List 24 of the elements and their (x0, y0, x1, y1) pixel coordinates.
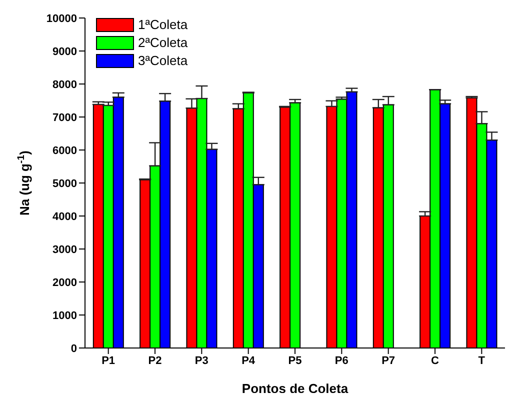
x-tick-label: C (431, 354, 440, 367)
y-tick-label: 5000 (52, 178, 77, 190)
x-tick-label: P1 (102, 354, 116, 367)
y-tick-label: 10000 (46, 12, 77, 25)
legend-label: 2ªColeta (138, 34, 188, 52)
y-tick-label: 6000 (52, 144, 77, 157)
x-tick-label: T (478, 354, 486, 367)
y-tick-label: 0 (70, 342, 77, 355)
x-tick-label: P3 (194, 354, 208, 367)
x-tick-label: P7 (382, 354, 396, 367)
legend-label: 1ªColeta (138, 16, 188, 34)
x-tick-label: P5 (288, 354, 302, 367)
y-tick-label: 8000 (52, 78, 77, 91)
x-tick-label: P2 (148, 354, 162, 367)
y-tick-label: 3000 (52, 244, 77, 256)
legend-label: 3ªColeta (138, 52, 188, 70)
y-tick-label: 4000 (52, 210, 77, 223)
x-tick-label: P4 (242, 354, 256, 367)
y-tick-label: 7000 (52, 112, 77, 124)
y-tick-label: 2000 (52, 276, 77, 289)
y-tick-label: 9000 (52, 46, 77, 58)
x-axis-title: Pontos de Coleta (242, 381, 349, 396)
y-tick-label: 1000 (52, 310, 77, 322)
x-tick-label: P6 (334, 354, 348, 367)
